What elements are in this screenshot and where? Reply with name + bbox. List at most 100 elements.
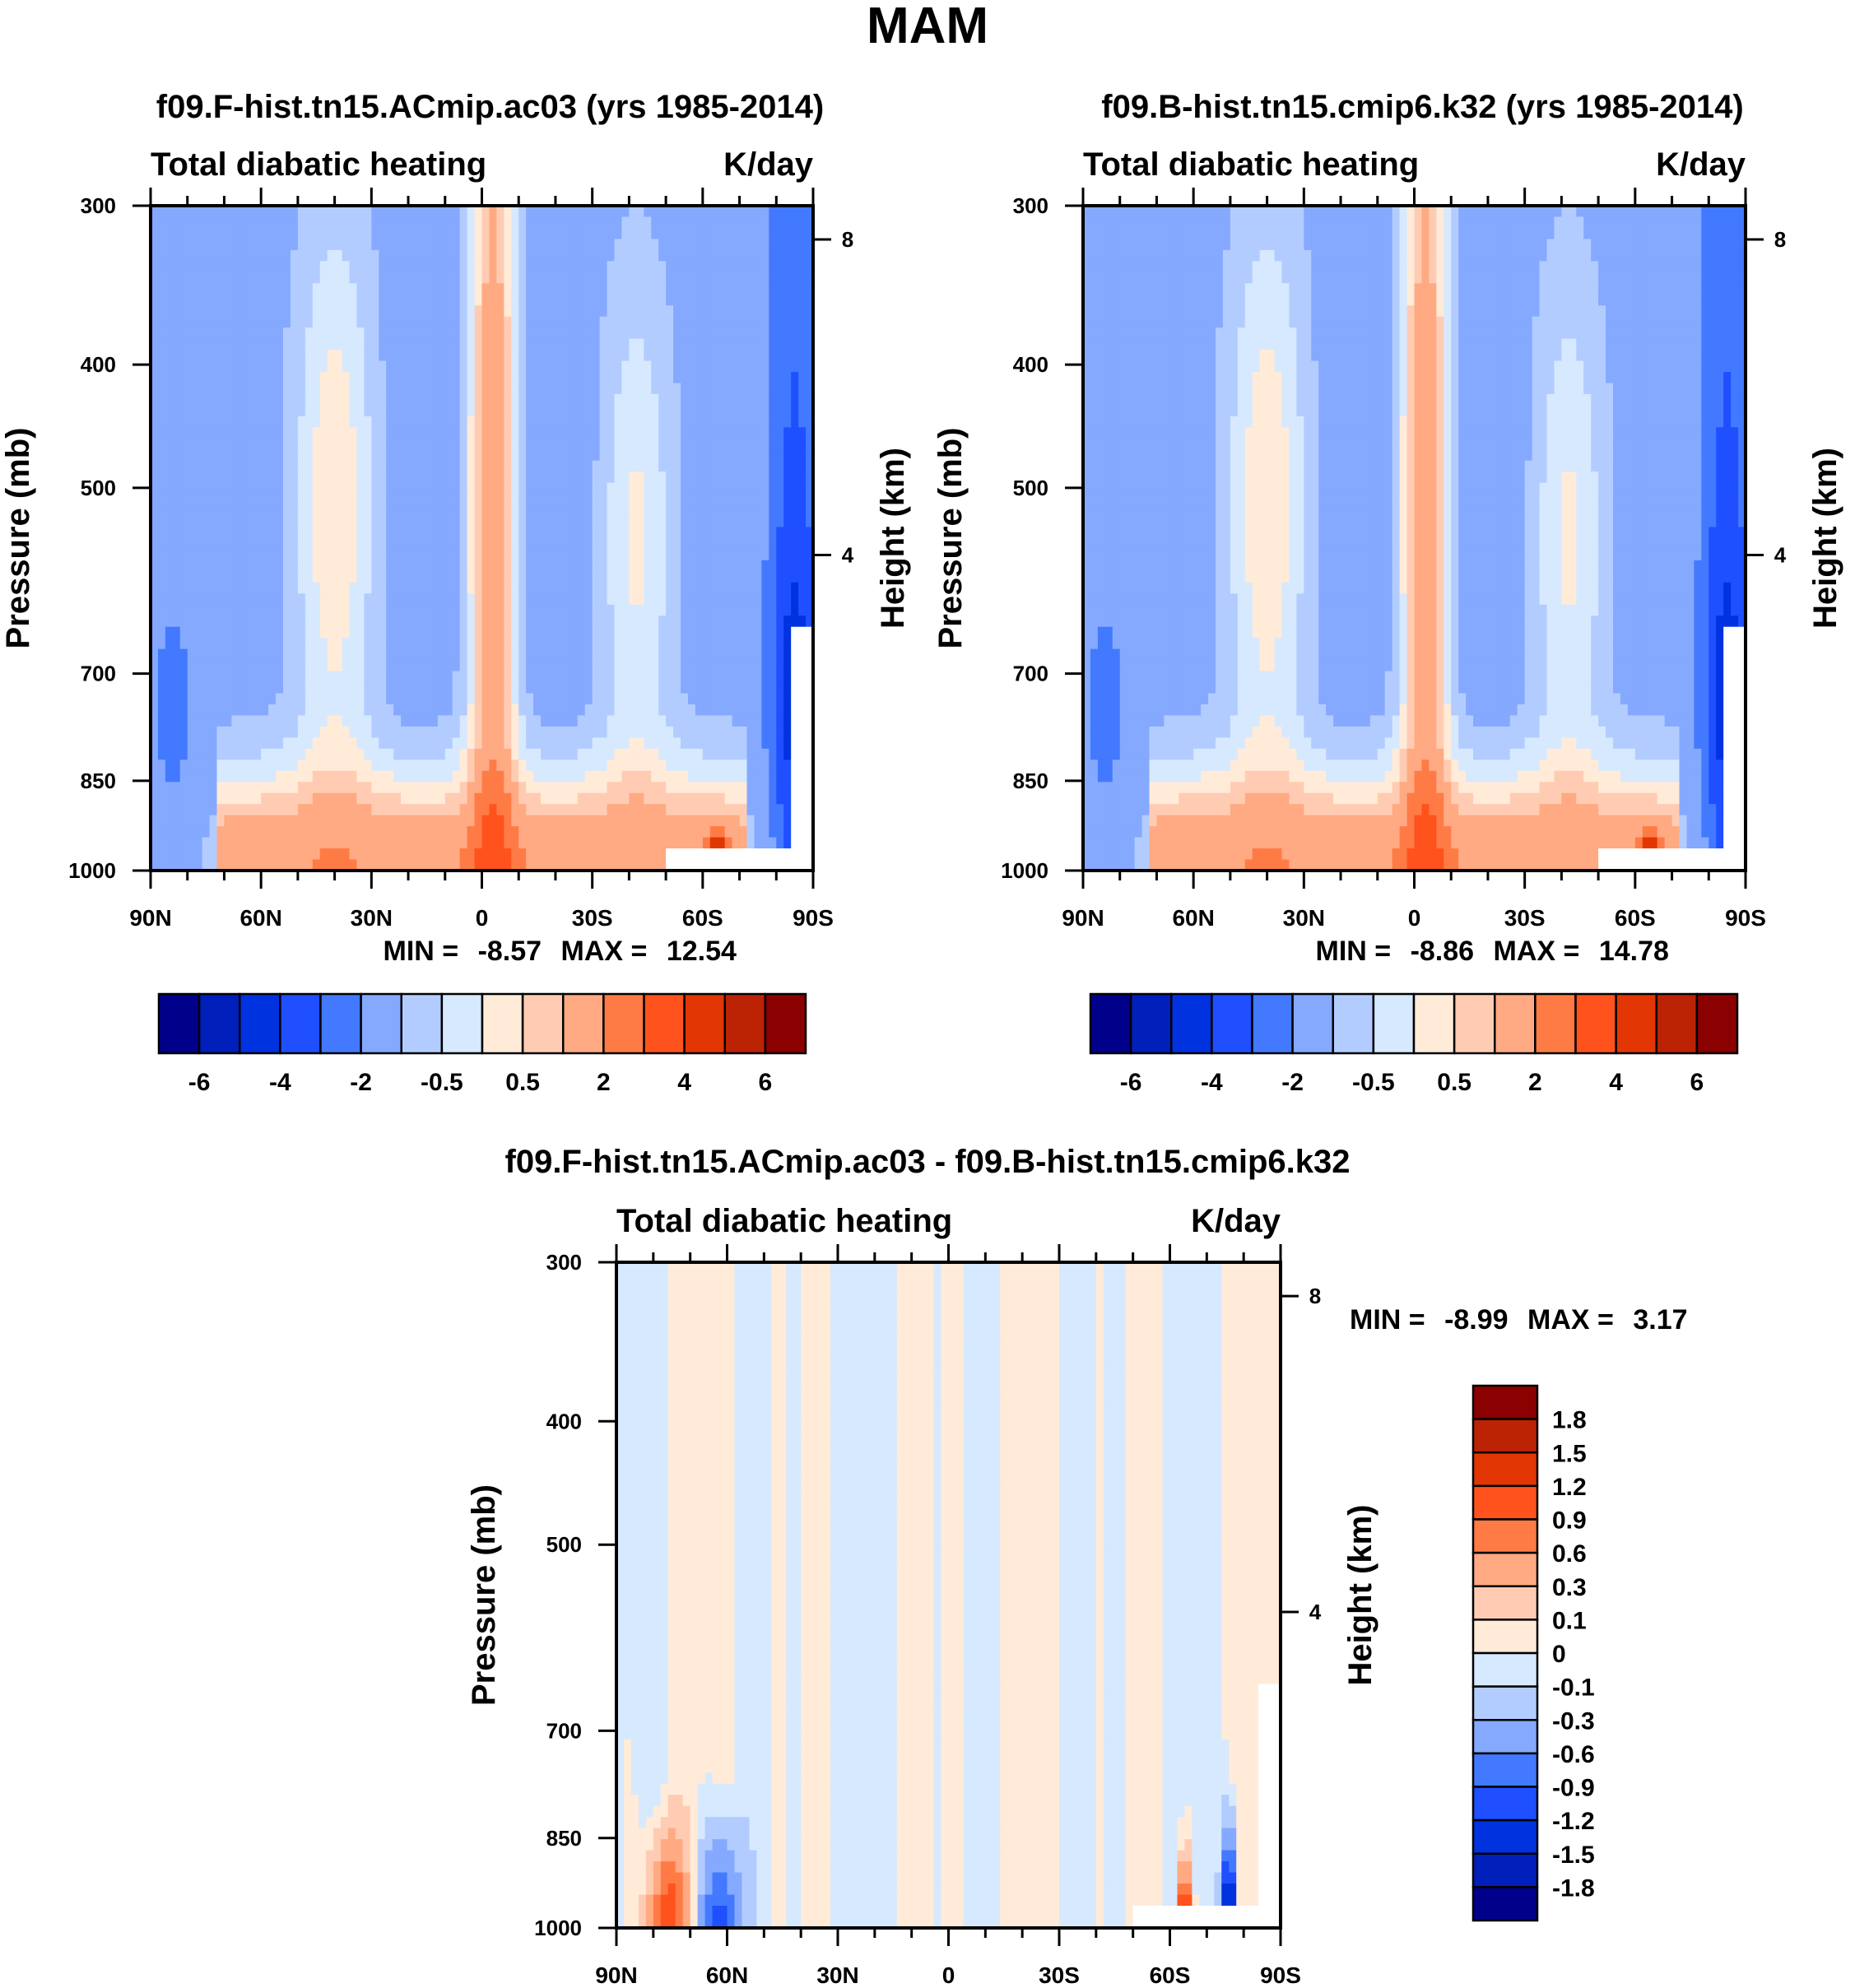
contour-cell	[746, 438, 755, 450]
figure-title: MAM	[867, 0, 988, 54]
contour-cell	[327, 815, 336, 827]
contour-cell	[599, 593, 608, 606]
contour-cell	[459, 350, 468, 362]
contour-cell	[621, 249, 630, 262]
contour-cell	[297, 770, 306, 783]
contour-cell	[312, 693, 321, 705]
contour-cell	[334, 792, 343, 805]
contour-cell	[562, 372, 571, 384]
contour-cell	[157, 604, 166, 616]
contour-cell	[386, 327, 394, 340]
contour-cell	[416, 494, 424, 506]
contour-cell	[761, 638, 769, 650]
contour-cell	[592, 792, 601, 805]
contour-cell	[386, 383, 394, 395]
contour-cell	[187, 360, 196, 373]
contour-cell	[268, 372, 277, 384]
contour-cell	[283, 416, 291, 428]
contour-cell	[312, 438, 321, 450]
contour-cell	[577, 316, 586, 328]
contour-cell	[658, 527, 667, 539]
contour-cell	[570, 648, 579, 661]
contour-cell	[577, 549, 586, 561]
contour-cell	[386, 516, 394, 528]
contour-cell	[379, 504, 387, 517]
contour-cell	[577, 239, 586, 251]
contour-cell	[187, 604, 196, 616]
contour-cell	[673, 516, 681, 528]
contour-cell	[283, 372, 291, 384]
contour-cell	[151, 482, 159, 495]
contour-cell	[194, 604, 203, 616]
contour-cell	[584, 372, 593, 384]
contour-cell	[393, 261, 402, 273]
contour-cell	[621, 494, 630, 506]
contour-cell	[599, 327, 608, 340]
contour-cell	[511, 393, 519, 406]
contour-cell	[533, 416, 542, 428]
contour-cell	[416, 560, 424, 572]
contour-cell	[474, 726, 483, 738]
contour-cell	[467, 516, 476, 528]
contour-cell	[761, 383, 769, 395]
contour-cell	[444, 227, 453, 239]
contour-cell	[681, 482, 689, 495]
contour-cell	[444, 360, 453, 373]
contour-cell	[658, 338, 667, 351]
contour-cell	[430, 449, 439, 462]
contour-cell	[416, 693, 424, 705]
contour-cell	[746, 527, 755, 539]
contour-cell	[416, 770, 424, 783]
contour-cell	[548, 372, 556, 384]
contour-cell	[709, 261, 718, 273]
contour-cell	[422, 372, 431, 384]
contour-cell	[187, 338, 196, 351]
contour-cell	[319, 504, 328, 517]
contour-cell	[276, 350, 284, 362]
contour-cell	[151, 671, 159, 683]
contour-cell	[305, 249, 314, 262]
contour-cell	[481, 648, 490, 661]
contour-cell	[261, 593, 269, 606]
contour-cell	[290, 272, 299, 284]
contour-cell	[290, 206, 299, 218]
contour-cell	[334, 571, 343, 583]
contour-cell	[283, 549, 291, 561]
contour-cell	[702, 294, 711, 306]
contour-cell	[504, 626, 512, 639]
contour-cell	[179, 804, 188, 816]
contour-cell	[356, 704, 365, 717]
contour-cell	[393, 372, 402, 384]
contour-cell	[687, 471, 696, 484]
contour-cell	[356, 560, 365, 572]
contour-cell	[526, 316, 534, 328]
contour-cell	[165, 305, 174, 318]
contour-cell	[496, 516, 504, 528]
contour-cell	[151, 615, 159, 628]
contour-cell	[312, 305, 321, 318]
contour-cell	[769, 494, 777, 506]
contour-cell	[732, 227, 741, 239]
contour-cell	[342, 405, 351, 417]
contour-cell	[349, 261, 358, 273]
contour-cell	[349, 770, 358, 783]
contour-cell	[422, 704, 431, 717]
contour-cell	[209, 748, 218, 760]
contour-cell	[761, 249, 769, 262]
contour-cell	[518, 504, 527, 517]
contour-cell	[614, 527, 623, 539]
contour-cell	[334, 393, 343, 406]
contour-cell	[165, 516, 174, 528]
contour-cell	[614, 682, 623, 694]
contour-cell	[687, 715, 696, 727]
contour-cell	[783, 671, 792, 683]
contour-cell	[312, 748, 321, 760]
contour-cell	[290, 383, 299, 395]
contour-cell	[629, 782, 637, 794]
contour-cell	[386, 283, 394, 295]
contour-cell	[791, 516, 799, 528]
contour-cell	[570, 294, 579, 306]
contour-cell	[548, 427, 556, 439]
contour-cell	[253, 604, 262, 616]
contour-cell	[776, 538, 784, 550]
